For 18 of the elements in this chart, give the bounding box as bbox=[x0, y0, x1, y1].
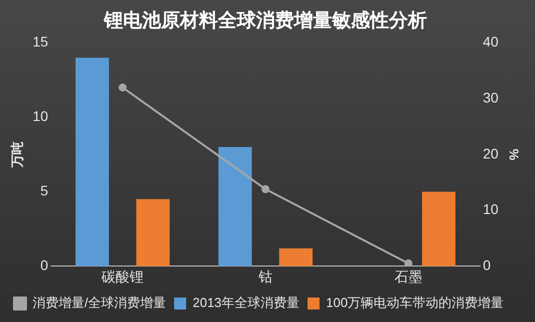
y-tick-label: 0 bbox=[40, 257, 48, 274]
x-tick-label: 碳酸锂 bbox=[100, 268, 144, 284]
y2-tick-label: 40 bbox=[482, 34, 499, 50]
x-tick-label: 石墨 bbox=[394, 268, 422, 284]
legend-label: 消费增量/全球消费增量 bbox=[32, 295, 166, 310]
y-axis-title: 万吨 bbox=[9, 142, 24, 168]
y-tick-label: 5 bbox=[40, 182, 48, 199]
chart-title: 锂电池原材料全球消费增量敏感性分析 bbox=[103, 10, 427, 32]
y-tick-label: 15 bbox=[32, 34, 48, 50]
legend-label: 2013年全球消费量 bbox=[192, 295, 300, 310]
y2-tick-label: 30 bbox=[482, 90, 499, 106]
y2-tick-label: 20 bbox=[482, 145, 499, 162]
y2-axis-title: % bbox=[506, 148, 522, 161]
y2-tick-label: 10 bbox=[482, 201, 499, 218]
legend-label: 100万辆电动车带动的消费增量 bbox=[326, 295, 504, 310]
x-tick-label: 钴 bbox=[258, 268, 272, 284]
y-tick-label: 10 bbox=[32, 108, 48, 124]
y2-tick-label: 0 bbox=[482, 257, 491, 274]
